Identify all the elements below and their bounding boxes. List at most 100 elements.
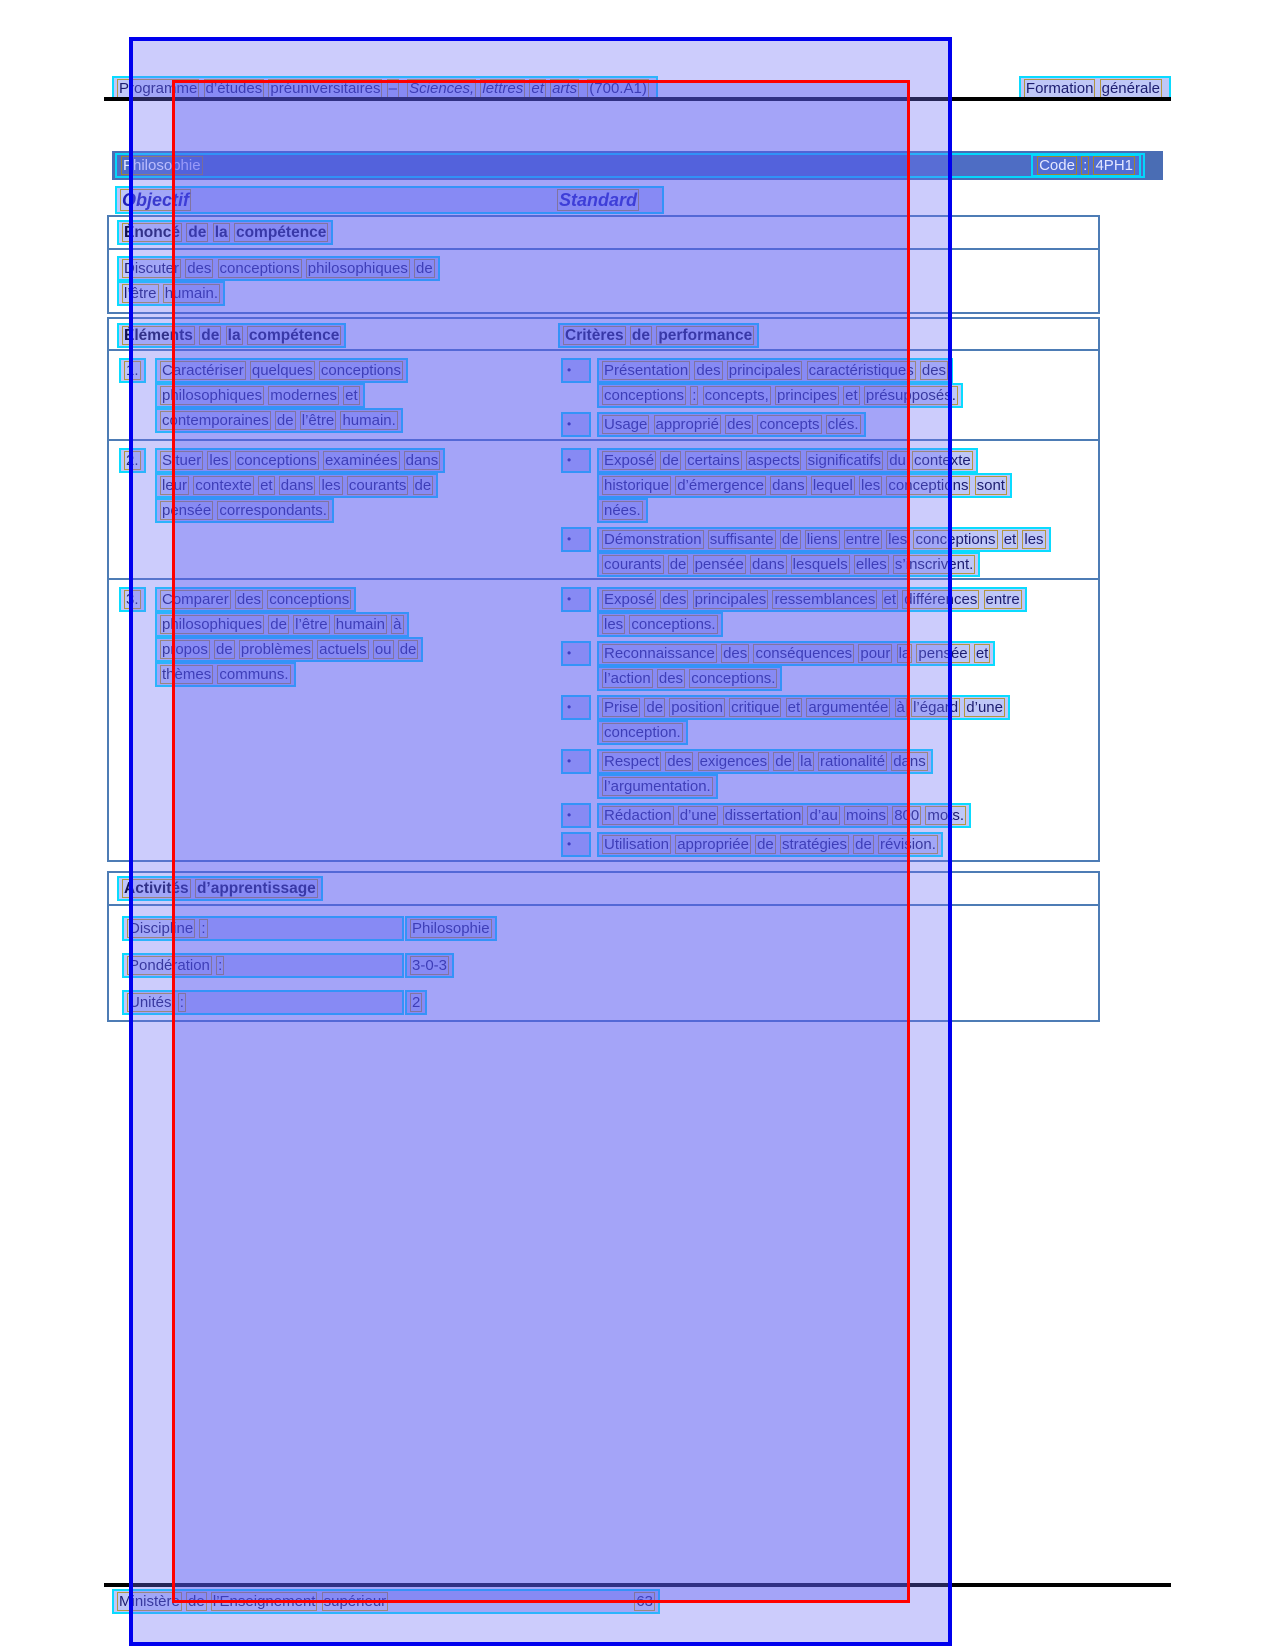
criteria-line: Exposé de certains aspects significatifs… <box>597 448 978 473</box>
enonce-table-body: Discuter des conceptions philosophiques … <box>109 250 1098 306</box>
criteria-line: Présentation des principales caractérist… <box>597 358 954 383</box>
activity-row-discipline: Discipline : Philosophie <box>122 916 1098 941</box>
course-title: Philosophie <box>121 156 203 175</box>
activity-label: Unités : <box>122 990 404 1015</box>
activites-table-body: Discipline : Philosophie Pondération : 3… <box>109 906 1098 1015</box>
activity-value: Philosophie <box>405 916 497 941</box>
criteria-bullet: • Usage approprié des concepts clés. <box>561 412 1090 437</box>
criteria-line: conceptions : concepts, principes et pré… <box>597 383 963 408</box>
row-number: 3. <box>119 587 146 612</box>
element-line: pensée correspondants. <box>155 498 334 523</box>
criteria-line: Usage approprié des concepts clés. <box>597 412 866 437</box>
footer-rule <box>104 1583 1171 1587</box>
criteria-line: nées. <box>597 498 648 523</box>
element-line: Caractériser quelques conceptions <box>155 358 408 383</box>
criteria-line: l’argumentation. <box>597 774 718 799</box>
title-bar: Philosophie Code : 4PH1 <box>112 151 1163 180</box>
criteria-line: conception. <box>597 720 688 745</box>
bullet-icon: • <box>561 587 591 612</box>
activity-value: 3-0-3 <box>405 953 455 978</box>
bullet-icon: • <box>561 412 591 437</box>
criteria-line: courants de pensée dans lesquels elles s… <box>597 552 981 577</box>
competence-row-1: 1. Caractériser quelques conceptions phi… <box>109 351 1098 441</box>
page-number: 63 <box>634 1592 655 1611</box>
element-line: thèmes communs. <box>155 662 296 687</box>
competence-row-2: 2. Situer les conceptions examinées dans… <box>109 441 1098 580</box>
criteria-bullet: • Exposé des principales ressemblances e… <box>561 587 1090 637</box>
criteria-list: • Exposé des principales ressemblances e… <box>561 587 1090 861</box>
bullet-icon: • <box>561 803 591 828</box>
criteria-list: • Présentation des principales caractéri… <box>561 358 1090 441</box>
enonce-title: Énoncé de la compétence <box>117 220 334 245</box>
standard-label: Standard <box>557 189 640 211</box>
bullet-icon: • <box>561 448 591 473</box>
criteria-line: historique d’émergence dans lequel les c… <box>597 473 1012 498</box>
criteria-line: Rédaction d’une dissertation d’au moins … <box>597 803 972 828</box>
row-number: 1. <box>119 358 146 383</box>
course-code: Code : 4PH1 <box>1037 156 1135 175</box>
criteres-header: Critères de performance <box>558 323 760 348</box>
row-number: 2. <box>119 448 146 473</box>
criteria-line: les conceptions. <box>597 612 723 637</box>
activites-table: Activités d’apprentissage Discipline : P… <box>107 871 1100 1022</box>
activity-value: 2 <box>405 990 428 1015</box>
criteria-bullet: • Reconnaissance des conséquences pour l… <box>561 641 1090 691</box>
criteria-bullet: • Utilisation appropriée de stratégies d… <box>561 832 1090 857</box>
activity-row-unites: Unités : 2 <box>122 990 1098 1015</box>
element-text: Caractériser quelques conceptions philos… <box>155 358 561 441</box>
element-line: propos de problèmes actuels ou de <box>155 637 424 662</box>
footer-ministry: Ministère de l’Enseignement supérieur <box>117 1592 389 1611</box>
criteria-line: Exposé des principales ressemblances et … <box>597 587 1027 612</box>
element-text: Situer les conceptions examinées dans le… <box>155 448 561 581</box>
element-line: philosophiques de l’être humain à <box>155 612 409 637</box>
enonce-table: Énoncé de la compétence Discuter des con… <box>107 215 1100 314</box>
criteria-line: Respect des exigences de la rationalité … <box>597 749 933 774</box>
page-footer: Ministère de l’Enseignement supérieur 63 <box>112 1589 660 1614</box>
criteria-list: • Exposé de certains aspects significati… <box>561 448 1090 581</box>
element-line: philosophiques modernes et <box>155 383 365 408</box>
competence-table-header: Éléments de la compétence Critères de pe… <box>109 319 1098 351</box>
header-right-label: Formation générale <box>1023 79 1162 98</box>
title-bar-annotation-box: Philosophie Code : 4PH1 <box>115 153 1145 178</box>
criteria-bullet: • Rédaction d’une dissertation d’au moin… <box>561 803 1090 828</box>
bullet-icon: • <box>561 749 591 774</box>
enonce-table-header: Énoncé de la compétence <box>109 217 1098 250</box>
enonce-line: l’être humain. <box>117 281 226 306</box>
activites-table-header: Activités d’apprentissage <box>109 873 1098 906</box>
bullet-icon: • <box>561 641 591 666</box>
competence-row-3: 3. Comparer des conceptions philosophiqu… <box>109 580 1098 860</box>
bullet-icon: • <box>561 832 591 857</box>
element-line: Comparer des conceptions <box>155 587 357 612</box>
element-text: Comparer des conceptions philosophiques … <box>155 587 561 861</box>
criteria-bullet: • Exposé de certains aspects significati… <box>561 448 1090 523</box>
header-rule <box>104 97 1171 101</box>
header-left-regular: Programme d’études préuniversitaires – <box>117 79 399 98</box>
enonce-line: Discuter des conceptions philosophiques … <box>117 256 440 281</box>
activity-row-ponderation: Pondération : 3-0-3 <box>122 953 1098 978</box>
element-line: contemporaines de l’être humain. <box>155 408 403 433</box>
activites-title: Activités d’apprentissage <box>117 876 323 901</box>
criteria-bullet: • Présentation des principales caractéri… <box>561 358 1090 408</box>
header-left-italic: Sciences, lettres et arts <box>407 79 580 98</box>
criteria-line: Utilisation appropriée de stratégies de … <box>597 832 943 857</box>
elements-header: Éléments de la compétence <box>117 323 347 348</box>
element-line: Situer les conceptions examinées dans <box>155 448 446 473</box>
criteria-line: l’action des conceptions. <box>597 666 783 691</box>
activity-label: Discipline : <box>122 916 404 941</box>
bullet-icon: • <box>561 358 591 383</box>
objectif-standard-row: Objectif Standard <box>115 186 664 214</box>
competence-table: Éléments de la compétence Critères de pe… <box>107 317 1100 862</box>
criteria-line: Reconnaissance des conséquences pour la … <box>597 641 996 666</box>
criteria-bullet: • Respect des exigences de la rationalit… <box>561 749 1090 799</box>
course-code-box: Code : 4PH1 <box>1031 154 1141 177</box>
criteria-line: Démonstration suffisante de liens entre … <box>597 527 1051 552</box>
activity-label: Pondération : <box>122 953 404 978</box>
criteria-bullet: • Démonstration suffisante de liens entr… <box>561 527 1090 577</box>
bullet-icon: • <box>561 527 591 552</box>
element-line: leur contexte et dans les courants de <box>155 473 439 498</box>
header-left-suffix: (700.A1) <box>587 79 649 98</box>
criteria-bullet: • Prise de position critique et argument… <box>561 695 1090 745</box>
bullet-icon: • <box>561 695 591 720</box>
objectif-label: Objectif <box>120 189 192 211</box>
